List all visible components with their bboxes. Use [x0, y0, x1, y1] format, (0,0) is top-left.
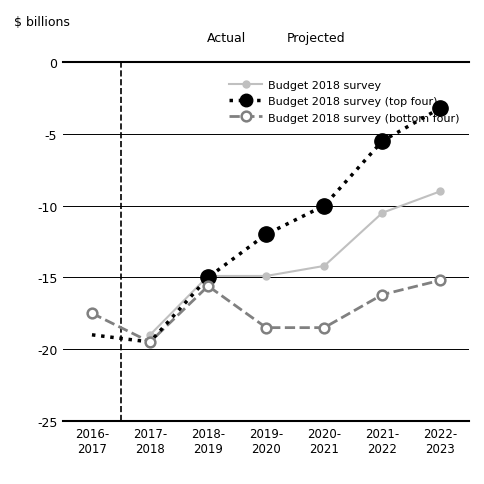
- Text: Actual: Actual: [207, 32, 246, 45]
- Text: Projected: Projected: [287, 32, 345, 45]
- Text: $ billions: $ billions: [14, 16, 70, 30]
- Legend: Budget 2018 survey, Budget 2018 survey (top four), Budget 2018 survey (bottom fo: Budget 2018 survey, Budget 2018 survey (…: [225, 76, 464, 128]
